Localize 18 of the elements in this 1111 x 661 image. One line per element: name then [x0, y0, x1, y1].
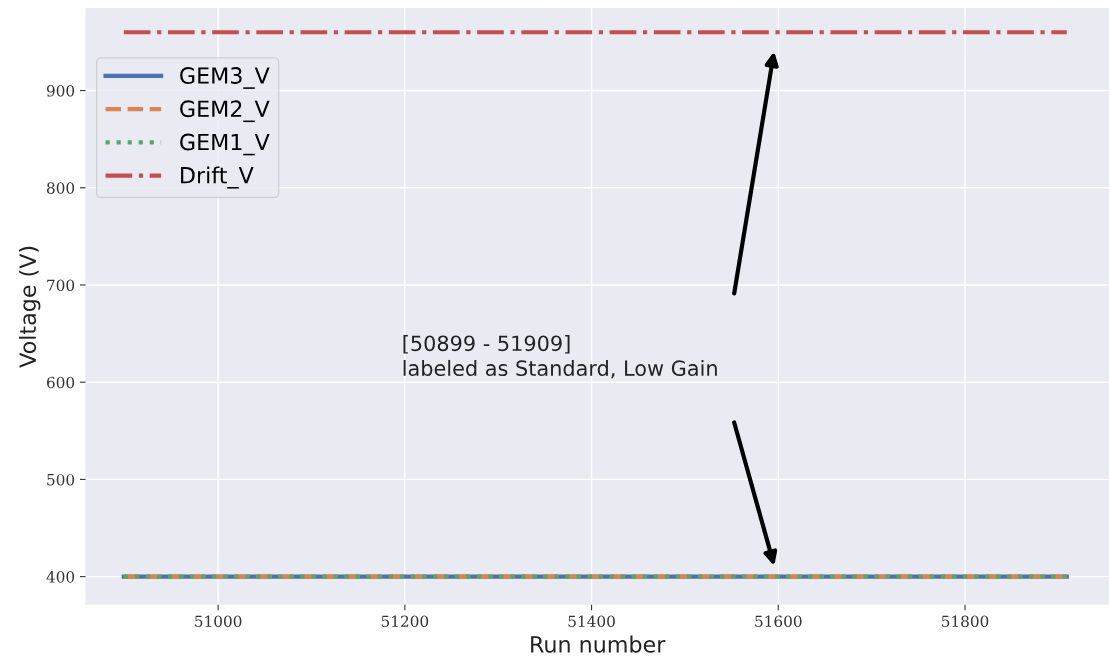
y-tick-label: 600 [46, 376, 75, 389]
legend-label: Drift_V [181, 166, 254, 189]
x-tick-label: 51800 [942, 615, 989, 628]
y-axis-title: Voltage (V) [18, 246, 41, 368]
x-axis-title: Run number [531, 635, 666, 653]
y-tick-label: 400 [46, 571, 75, 583]
annotation: [50899 - 51909] labeled as Standard, Low Gain [403, 335, 717, 379]
y-tick-label: 500 [47, 473, 75, 486]
legend-label: GEM2_V [180, 100, 270, 123]
y-tick-label: 800 [46, 182, 75, 194]
legend-label: GEM1_V [180, 133, 270, 156]
x-tick-label: 51600 [755, 615, 802, 628]
x-tick-label: 51000 [195, 615, 242, 628]
x-tick-label: 51200 [381, 615, 429, 628]
y-tick-label: 700 [47, 279, 75, 292]
legend-label: GEM3_V [180, 67, 270, 89]
x-tick-label: 51400 [568, 615, 615, 628]
y-tick-label: 900 [46, 85, 75, 97]
